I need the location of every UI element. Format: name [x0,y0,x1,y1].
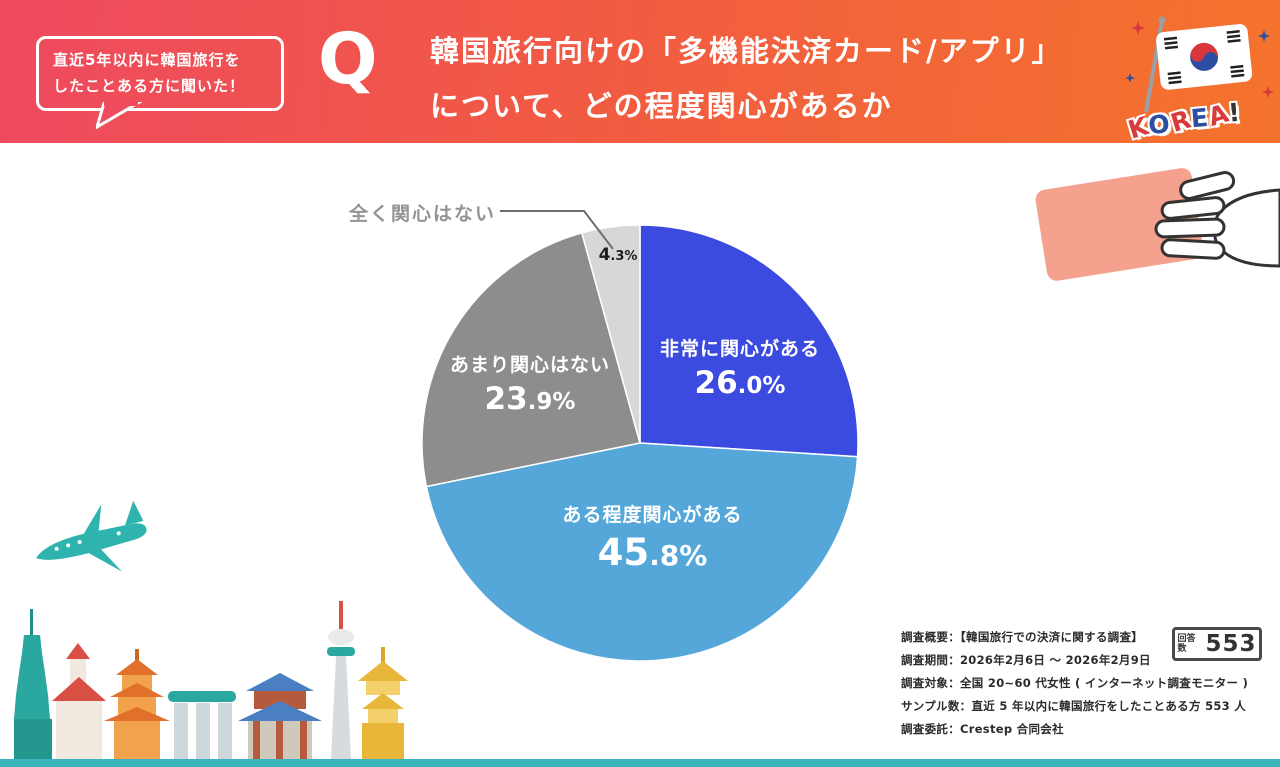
pie-slice-3 [580,224,641,444]
speech-bubble-tail [96,102,143,130]
palace-icon [238,673,322,759]
respondents-badge: 回答数 553 [1172,627,1262,661]
respondents-value: 553 [1205,631,1257,657]
bubble-line2: したことある方に聞いた！ [53,76,246,95]
question-mark: Q [318,18,378,100]
pie-slice-1 [425,442,859,662]
title-line1: 韓国旅行向けの「多機能決済カード/アプリ」 [430,34,1063,68]
hand-icon [1154,171,1280,268]
survey-line-sample: サンプル数：直近 5 年以内に韓国旅行をしたことある方 553 人 [901,699,1247,713]
pie-chart [421,224,859,662]
pie-label-3-name: 全く関心はない [348,203,496,225]
slice-3-value: 4.3% [598,245,638,265]
title-line2: について、どの程度関心があるか [430,89,893,124]
korea-flag-icon [1125,16,1274,113]
slice-0-value: 26.0% [694,365,786,401]
korea-flag-illustration: KOREA! [1118,14,1280,148]
seoul-tower-icon [327,601,355,759]
bottom-accent-bar [0,759,1280,767]
pie-label-1: ある程度関心がある 45.8% [530,500,775,571]
survey-line-overview: 調査概要：【韓国旅行での決済に関する調査】 [901,630,1144,644]
survey-info: 調査概要：【韓国旅行での決済に関する調査】 調査期間：2026年2月6日 ～ 2… [901,626,1248,741]
survey-line-agency: 調査委託：Crestep 合同会社 [901,722,1064,736]
header-banner: 直近5年以内に韓国旅行を したことある方に聞いた！ Q 韓国旅行向けの「多機能決… [0,0,1280,145]
sparkle-icon [1125,21,1274,98]
leader-line [500,210,614,250]
bubble-line1: 直近5年以内に韓国旅行を [53,51,241,69]
church-icon [52,643,106,759]
page-title: 韓国旅行向けの「多機能決済カード/アプリ」 について、どの程度関心があるか [430,24,1063,134]
pie-label-2: あまり関心はない 23.9% [420,350,640,415]
speech-bubble: 直近5年以内に韓国旅行を したことある方に聞いた！ [36,36,284,111]
survey-line-target: 調査対象：全国 20~60 代女性 ( インターネット調査モニター ) [901,676,1249,690]
slice-2-value: 23.9% [484,381,576,417]
airplane-icon [36,500,147,572]
tower-101-icon [14,609,52,759]
slice-2-name: あまり関心はない [449,354,610,376]
pagoda-icon [104,649,170,759]
slice-1-value: 45.8% [597,531,708,574]
survey-line-period: 調査期間：2026年2月6日 ～ 2026年2月9日 [901,653,1151,667]
credit-card-hand-illustration [1035,168,1280,281]
pie-slice-0 [639,224,859,458]
pie-label-0: 非常に関心がある 26.0% [640,334,840,399]
respondents-label: 回答数 [1177,633,1196,654]
golden-pagoda-icon [358,647,408,759]
pie-slice-2 [421,231,641,488]
marina-bay-icon [168,691,236,759]
slice-0-name: 非常に関心がある [659,338,820,360]
slice-1-name: ある程度関心がある [562,504,743,526]
skyline-illustration [14,601,408,759]
pie-label-3: 4.3% [582,247,654,264]
